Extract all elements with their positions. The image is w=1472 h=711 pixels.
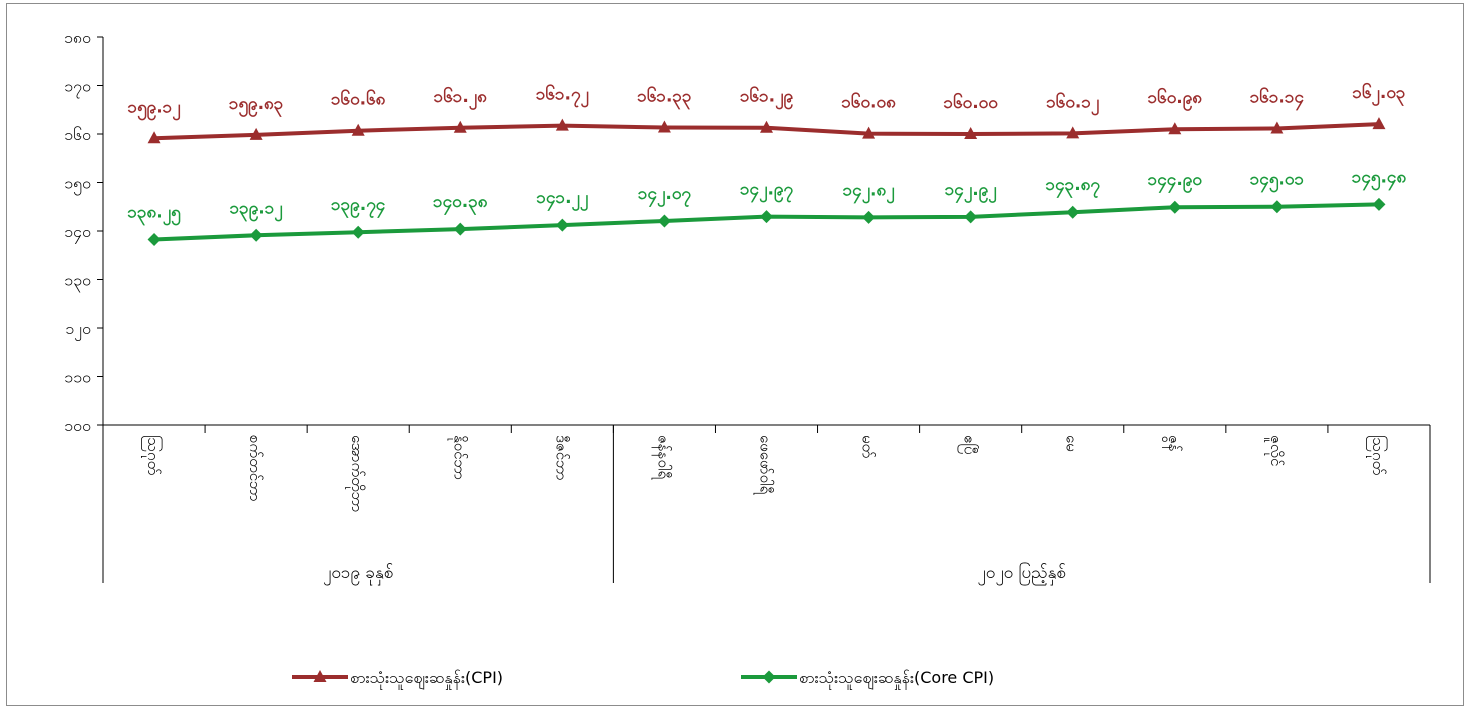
cpi-point-marker	[1372, 117, 1386, 130]
core-cpi-point-marker	[760, 210, 773, 224]
core-cpi-point-marker	[1066, 205, 1080, 219]
cpi-point-marker	[760, 120, 773, 133]
data-label: ၁၄၅.၀၁	[1250, 170, 1305, 194]
y-tick-label: ၁၈၀	[64, 28, 91, 47]
data-label: ၁၆၂.၀၃	[1352, 81, 1405, 107]
data-label: ၁၆၁.၂၉	[740, 85, 793, 111]
x-category-label: စက်တင်ဘာ	[246, 435, 264, 502]
core-cpi-point-marker	[862, 210, 876, 224]
cpi-point-marker	[453, 120, 467, 133]
data-label: ၁၆၀.၉၈	[1148, 86, 1203, 112]
y-tick-label: ၁၇၀	[64, 77, 91, 99]
data-label: ၁၄၂.၀၇	[638, 184, 691, 208]
cpi-point-marker	[249, 127, 263, 140]
cpi-point-marker	[657, 120, 671, 133]
core-cpi-point-marker	[1168, 200, 1182, 214]
data-label: ၁၆၁.၃၃	[637, 85, 692, 111]
x-category-label: ဒီဇင်ဘာ	[552, 435, 570, 481]
chart-frame	[6, 3, 1464, 706]
data-label: ၁၆၁.၇၂	[536, 83, 590, 109]
data-label: ၁၄၂.၉၇	[740, 180, 793, 204]
legend-diamond-icon	[762, 670, 776, 684]
x-group-label: ၂၀၂၀ ပြည့်နှစ်	[977, 561, 1066, 586]
cpi-point-marker	[351, 123, 365, 136]
cpi-point-marker	[862, 126, 876, 139]
data-label: ၁၅၉.၈၃	[229, 94, 284, 118]
cpi-point-marker	[1168, 122, 1182, 135]
legend-label: စားသုံးသူစျေးဆနှုန်း(CPI)	[350, 668, 503, 690]
cpi-point-marker	[555, 118, 569, 131]
core-cpi-point-marker	[1372, 197, 1386, 211]
legend-label: စားသုံးသူစျေးဆနှုန်း(Core CPI)	[799, 668, 994, 690]
core-cpi-point-marker	[657, 214, 671, 228]
data-label: ၁၄၀.၃၈	[433, 192, 488, 216]
y-tick-label: ၁၁၀	[64, 368, 91, 387]
y-tick-label: ၁၀၀	[64, 416, 91, 435]
legend-triangle-icon	[313, 670, 327, 682]
x-category-label: ဇွန်	[1162, 435, 1183, 452]
data-label: ၁၃၉.၇၄	[331, 195, 386, 219]
core-cpi-point-marker	[249, 228, 263, 242]
x-category-label: ဩဂုတ်	[141, 435, 163, 475]
x-category-label: ဇူလိုင်	[1264, 435, 1285, 466]
cpi-point-marker	[1270, 121, 1284, 134]
data-label: ၁၄၂.၉၂	[945, 180, 997, 204]
data-label: ၁၆၀.၀၈	[841, 91, 896, 113]
core-cpi-point-marker	[147, 232, 161, 246]
data-label: ၁၄၅.၄၈	[1352, 167, 1407, 191]
x-category-label: ဇန်နဝါရီ	[651, 435, 672, 480]
x-category-label: မေ	[1063, 435, 1081, 452]
x-category-label: မတ်	[859, 435, 877, 458]
x-category-label: ဩဂုတ်	[1366, 435, 1388, 475]
data-label: ၁၃၉.၁၂	[230, 198, 284, 222]
cpi-point-marker	[964, 127, 978, 139]
y-tick-label: ၁၂၀	[65, 319, 91, 341]
x-category-label: နိုဝင်ဘာ	[447, 435, 468, 480]
data-label: ၁၄၁.၂၂	[536, 188, 588, 212]
y-tick-label: ၁၄၀	[64, 222, 91, 244]
data-label: ၁၅၉.၁၂	[128, 97, 182, 121]
core-cpi-point-marker	[453, 222, 467, 236]
data-label: ၁၆၁.၁၄	[1250, 85, 1305, 111]
x-category-label: အောက်တိုဘာ	[345, 435, 366, 512]
x-category-label: ဖေဖော်ဝါရီ	[754, 435, 775, 496]
data-label: ၁၄၂.၈၂	[843, 180, 896, 204]
y-tick-label: ၁၆၀	[64, 125, 91, 144]
data-label: ၁၆၀.၀၀	[944, 91, 999, 113]
y-tick-label: ၁၅၀	[64, 174, 91, 196]
data-label: ၁၃၈.၂၅	[127, 202, 181, 226]
core-cpi-point-marker	[555, 218, 569, 232]
y-tick-label: ၁၃၀	[64, 271, 91, 293]
data-label: ၁၄၄.၉၀	[1148, 170, 1203, 194]
data-label: ၁၆၀.၁၂	[1046, 90, 1100, 116]
x-category-label: ဧပြီ	[958, 435, 979, 455]
data-label: ၁၆၀.၆၈	[331, 88, 386, 110]
data-label: ၁၄၃.၈၇	[1046, 175, 1101, 199]
x-group-label: ၂၀၁၉ ခုနှစ်	[323, 563, 393, 586]
core-cpi-point-marker	[351, 225, 365, 239]
cpi-point-marker	[147, 131, 161, 144]
core-cpi-point-marker	[1270, 200, 1284, 214]
data-label: ၁၆၁.၂၈	[434, 85, 487, 111]
cpi-point-marker	[1066, 126, 1080, 139]
core-cpi-point-marker	[964, 210, 978, 224]
